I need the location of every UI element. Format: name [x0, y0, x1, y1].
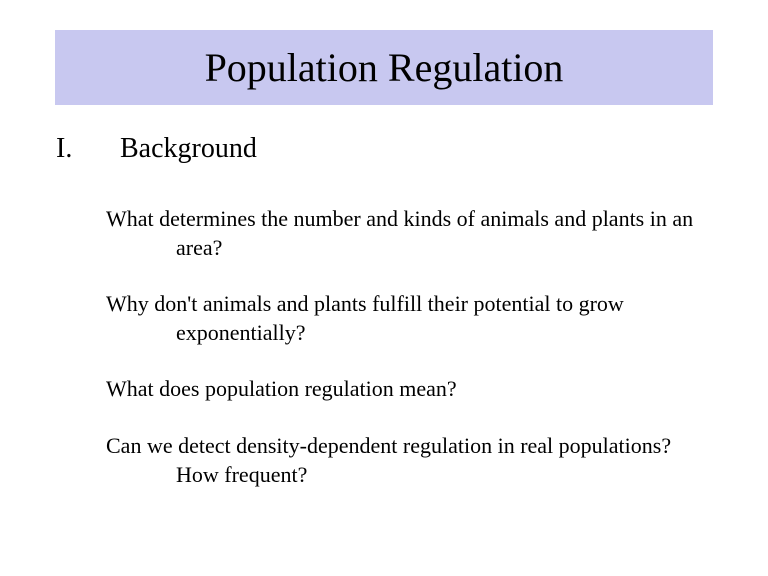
title-banner: Population Regulation — [55, 30, 713, 105]
slide-container: Population Regulation I. Background What… — [0, 0, 768, 576]
question-item: What does population regulation mean? — [106, 375, 718, 404]
question-item: Why don't animals and plants fulfill the… — [106, 290, 718, 347]
slide-title: Population Regulation — [55, 44, 713, 91]
question-item: What determines the number and kinds of … — [106, 205, 718, 262]
section-number: I. — [50, 133, 120, 165]
section-label: Background — [120, 133, 718, 165]
question-item: Can we detect density-dependent regulati… — [106, 432, 718, 489]
questions-list: What determines the number and kinds of … — [50, 205, 718, 489]
content-area: I. Background What determines the number… — [0, 105, 768, 489]
section-heading: I. Background — [50, 133, 718, 165]
